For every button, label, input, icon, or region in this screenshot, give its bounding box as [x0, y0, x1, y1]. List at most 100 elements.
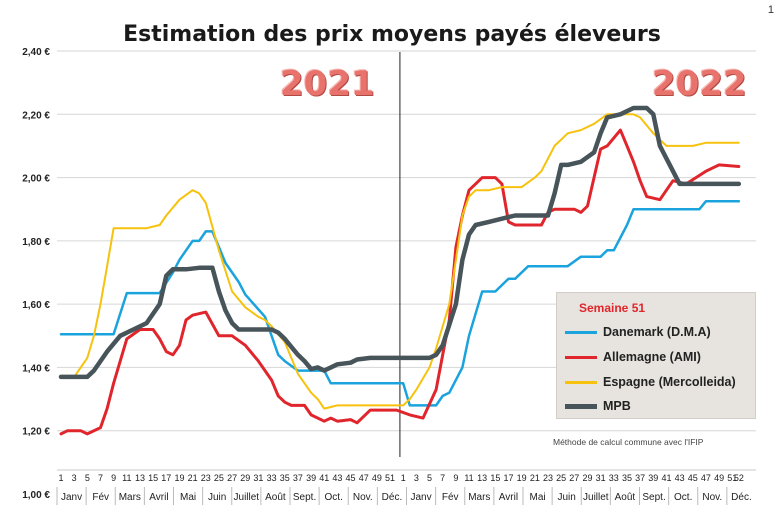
month-label: Sept. [642, 492, 665, 503]
x-tick-label: 51 [727, 473, 737, 483]
x-tick-label: 15 [148, 473, 158, 483]
x-tick-label: 23 [543, 473, 553, 483]
x-tick-label: 7 [440, 473, 445, 483]
month-label: Déc. [382, 492, 403, 503]
x-tick-label: 43 [675, 473, 685, 483]
month-label: Avril [499, 492, 518, 503]
month-label: Oct. [325, 492, 343, 503]
x-tick-label: 47 [701, 473, 711, 483]
x-tick-label: 9 [453, 473, 458, 483]
x-tick-label: 52 [734, 473, 744, 483]
year-label-2021: 2021 [280, 64, 375, 104]
legend-item-espagne: Espagne (Mercolleida) [565, 373, 736, 391]
x-tick-label: 27 [569, 473, 579, 483]
x-tick-label: 49 [372, 473, 382, 483]
month-label: Nov. [702, 492, 722, 503]
x-tick-label: 41 [661, 473, 671, 483]
x-tick-label: 39 [648, 473, 658, 483]
x-tick-label: 9 [111, 473, 116, 483]
month-label: Avril [149, 492, 168, 503]
y-tick-label: 1,40 € [22, 363, 50, 374]
legend-item-danemark: Danemark (D.M.A) [565, 323, 711, 341]
y-tick-label: 1,60 € [22, 300, 50, 311]
x-tick-label: 41 [319, 473, 329, 483]
x-tick-label: 35 [280, 473, 290, 483]
x-tick-label: 5 [427, 473, 432, 483]
month-label: Janv [411, 492, 432, 503]
legend-title: Semaine 51 [579, 301, 646, 315]
month-label: Nov. [353, 492, 373, 503]
month-label: Mars [119, 492, 141, 503]
method-note: Méthode de calcul commune avec l'IFIP [553, 437, 704, 447]
x-tick-label: 19 [517, 473, 527, 483]
series-line-allemagne [59, 128, 741, 436]
x-tick-label: 37 [293, 473, 303, 483]
month-label: Mai [530, 492, 546, 503]
legend-swatch-allemagne [565, 355, 597, 359]
x-tick-label: 13 [135, 473, 145, 483]
legend-label-allemagne: Allemagne (AMI) [603, 350, 701, 364]
y-tick-label: 2,00 € [22, 174, 50, 185]
x-tick-label: 35 [622, 473, 632, 483]
y-tick-label: 1,00 € [22, 490, 50, 501]
x-tick-label: 51 [385, 473, 395, 483]
x-tick-label: 3 [72, 473, 77, 483]
x-tick-label: 25 [214, 473, 224, 483]
x-tick-label: 29 [582, 473, 592, 483]
y-tick-label: 1,80 € [22, 237, 50, 248]
x-tick-label: 1 [58, 473, 63, 483]
x-tick-label: 7 [98, 473, 103, 483]
x-tick-label: 31 [253, 473, 263, 483]
legend-item-mpb: MPB [565, 397, 631, 415]
x-tick-label: 15 [490, 473, 500, 483]
legend-swatch-espagne [565, 380, 597, 384]
x-tick-label: 27 [227, 473, 237, 483]
x-tick-label: 47 [359, 473, 369, 483]
month-label: Juillet [234, 492, 260, 503]
x-tick-label: 13 [477, 473, 487, 483]
x-tick-label: 19 [174, 473, 184, 483]
month-label: Juillet [583, 492, 609, 503]
x-tick-label: 45 [346, 473, 356, 483]
month-label: Août [615, 492, 636, 503]
month-label: Janv [61, 492, 82, 503]
x-tick-label: 29 [240, 473, 250, 483]
x-tick-label: 11 [122, 473, 131, 483]
month-label: Août [265, 492, 286, 503]
legend-swatch-danemark [565, 330, 597, 334]
month-label: Fév [442, 492, 459, 503]
x-tick-label: 25 [556, 473, 566, 483]
y-tick-label: 2,20 € [22, 110, 50, 121]
month-label: Fév [92, 492, 109, 503]
x-tick-label: 49 [714, 473, 724, 483]
x-tick-label: 33 [267, 473, 277, 483]
x-tick-label: 17 [161, 473, 171, 483]
series-line-mpb [58, 105, 742, 380]
x-tick-label: 1 [401, 473, 406, 483]
x-tick-label: 43 [332, 473, 342, 483]
page-number: 1 [767, 4, 774, 16]
month-label: Oct. [674, 492, 692, 503]
series-line-danemark [59, 200, 741, 407]
x-tick-label: 39 [306, 473, 316, 483]
legend-label-espagne: Espagne (Mercolleida) [603, 375, 736, 389]
legend-label-danemark: Danemark (D.M.A) [603, 325, 711, 339]
x-tick-label: 23 [201, 473, 211, 483]
x-tick-label: 11 [464, 473, 473, 483]
x-tick-label: 45 [688, 473, 698, 483]
legend-label-mpb: MPB [603, 399, 631, 413]
month-label: Sept. [293, 492, 316, 503]
chart-title: Estimation des prix moyens payés éleveur… [123, 22, 661, 47]
y-tick-label: 1,20 € [22, 427, 50, 438]
x-tick-label: 3 [414, 473, 419, 483]
month-label: Juin [558, 492, 576, 503]
x-tick-label: 17 [503, 473, 513, 483]
year-label-2022: 2022 [652, 64, 747, 104]
x-tick-label: 31 [596, 473, 606, 483]
month-label: Juin [208, 492, 226, 503]
month-label: Mai [180, 492, 196, 503]
x-tick-label: 5 [85, 473, 90, 483]
x-tick-label: 37 [635, 473, 645, 483]
x-tick-label: 21 [188, 473, 198, 483]
month-label: Mars [468, 492, 490, 503]
